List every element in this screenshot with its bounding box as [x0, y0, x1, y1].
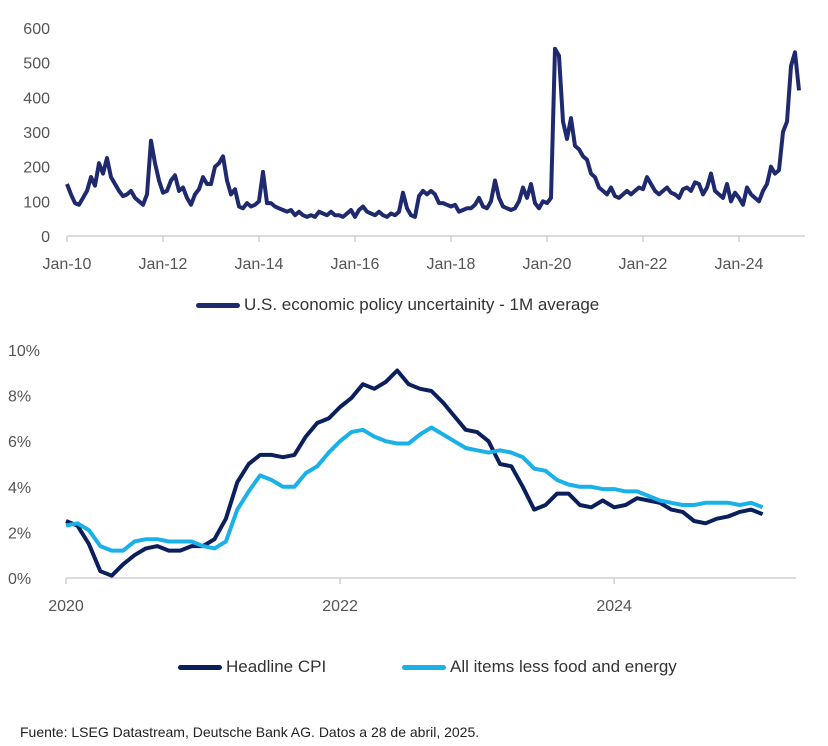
y-tick-label: 100 [23, 194, 50, 211]
y-tick-label: 500 [23, 56, 50, 73]
x-tick-label: Jan-10 [43, 256, 92, 273]
x-tick-label: Jan-12 [139, 256, 188, 273]
y-tick-label: 0% [8, 571, 31, 588]
y-tick-label: 0 [41, 229, 50, 246]
y-tick-label: 6% [8, 434, 31, 451]
x-tick-label: Jan-22 [619, 256, 668, 273]
series-line-0 [65, 46, 801, 219]
x-tick-label: Jan-16 [331, 256, 380, 273]
cpi-legend-core: All items less food and energy [402, 657, 677, 677]
legend-swatch-headline [178, 664, 222, 670]
x-tick-label: 2024 [596, 598, 632, 615]
legend-swatch-core [402, 664, 446, 670]
x-tick-label: 2020 [48, 598, 84, 615]
source-note: Fuente: LSEG Datastream, Deutsche Bank A… [20, 724, 480, 740]
legend-swatch-epu [196, 302, 240, 308]
x-tick-label: Jan-24 [715, 256, 764, 273]
y-tick-label: 2% [8, 525, 31, 542]
legend-label-headline: Headline CPI [226, 657, 327, 676]
y-tick-label: 300 [23, 125, 50, 142]
x-tick-label: Jan-14 [235, 256, 284, 273]
legend-label-epu: U.S. economic policy uncertainity - 1M a… [244, 295, 600, 314]
series-line-0 [65, 368, 764, 578]
y-tick-label: 10% [8, 343, 40, 360]
legend-label-core: All items less food and energy [450, 657, 677, 676]
cpi-legend-headline: Headline CPI [178, 657, 326, 677]
y-tick-label: 4% [8, 480, 31, 497]
y-tick-label: 600 [23, 21, 50, 38]
x-tick-label: Jan-18 [427, 256, 476, 273]
epu-legend: U.S. economic policy uncertainity - 1M a… [196, 295, 599, 315]
x-tick-label: Jan-20 [523, 256, 572, 273]
y-tick-label: 8% [8, 389, 31, 406]
series-line-1 [65, 425, 764, 553]
y-tick-label: 400 [23, 90, 50, 107]
x-tick-label: 2022 [322, 598, 358, 615]
y-tick-label: 200 [23, 160, 50, 177]
cpi-chart: 0% 2% 4% 6% 8% 10% 2020 2022 2024 [8, 343, 796, 615]
epu-chart: 0 100 200 300 400 500 600 Jan-10 Jan-12 Jan-14 Jan… [23, 21, 805, 273]
